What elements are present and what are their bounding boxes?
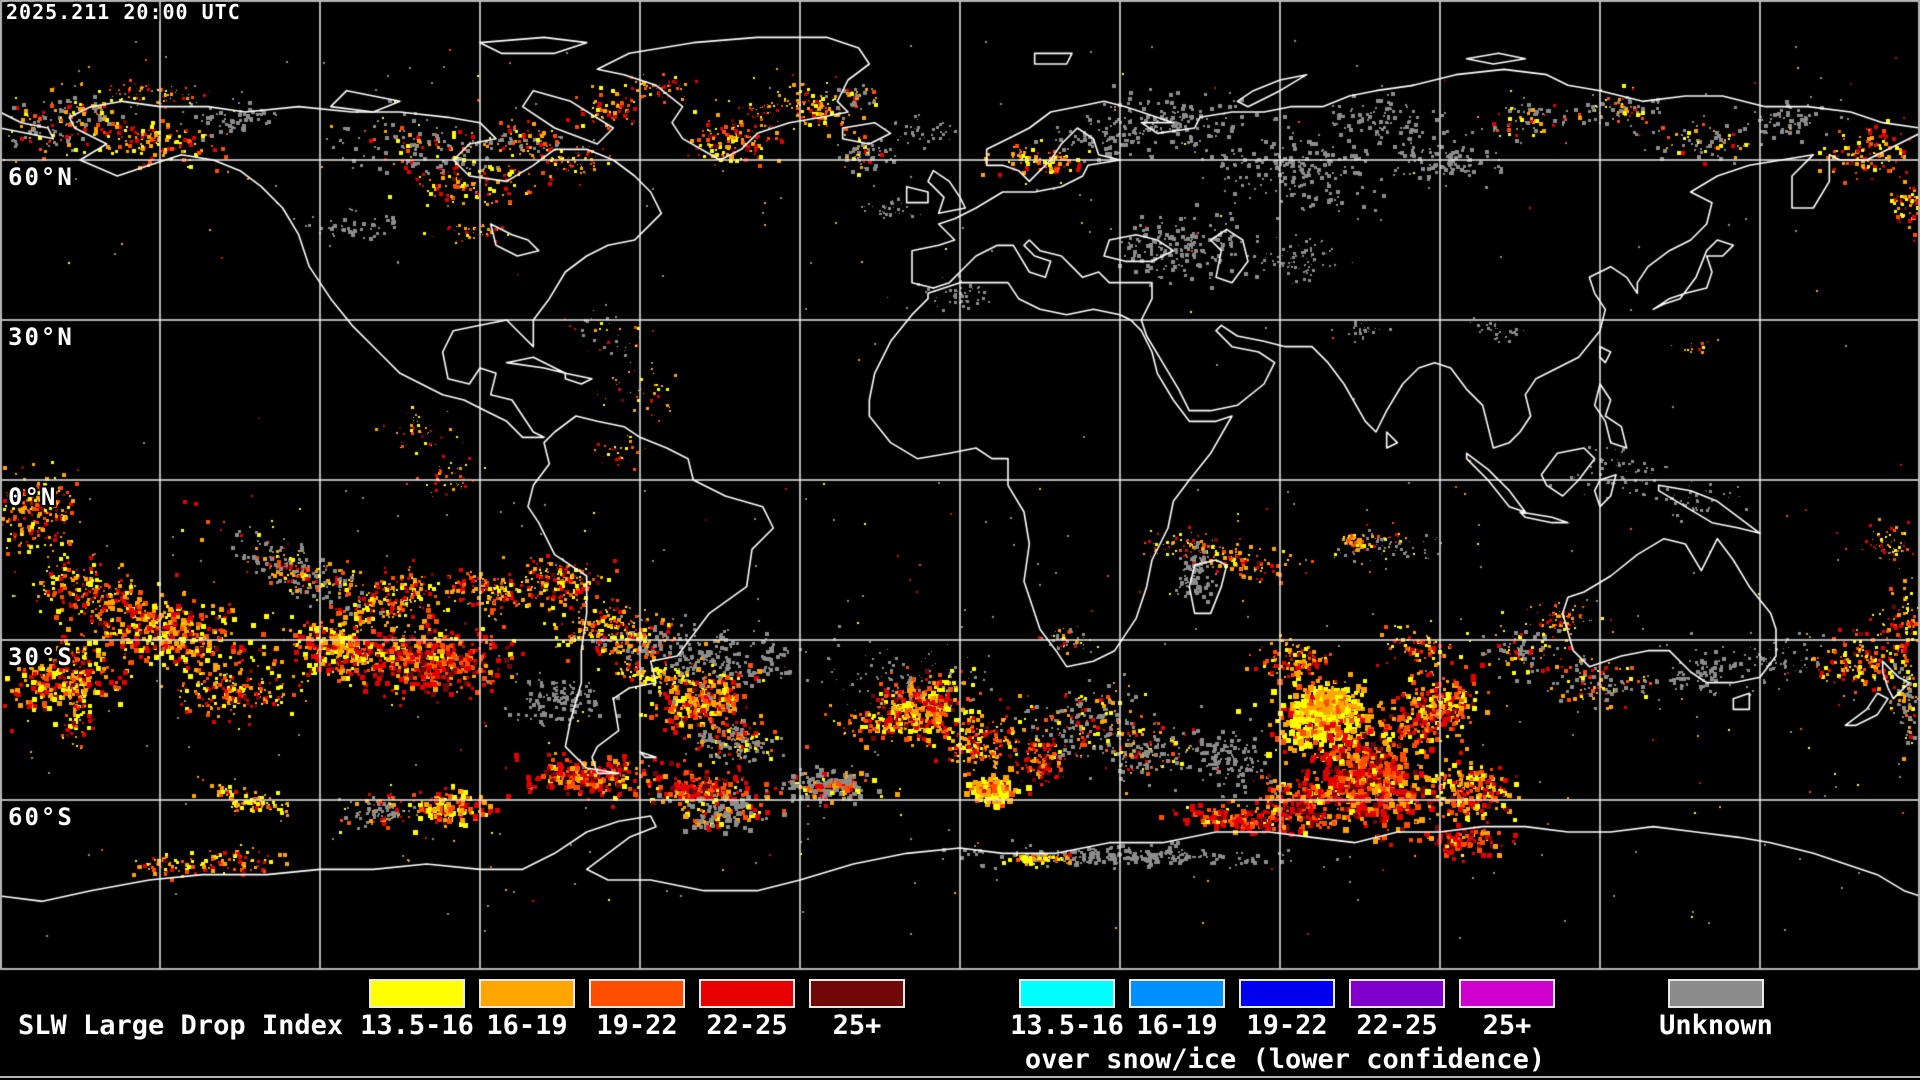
- image-bottom-border: [0, 1076, 1920, 1078]
- legend-snowice-bin-25+-swatch: [1459, 979, 1555, 1008]
- latitude-label: 30°N: [8, 323, 74, 351]
- timestamp: 2025.211 20:00 UTC: [6, 0, 241, 24]
- legend-snowice-bin-19-22-swatch: [1239, 979, 1335, 1008]
- legend-standard-bin-22-25-swatch: [699, 979, 795, 1008]
- latitude-label: 30°S: [8, 643, 74, 671]
- legend-standard-bin-19-22-label: 19-22: [596, 1010, 678, 1041]
- latitude-label: 60°N: [8, 163, 74, 191]
- legend-standard-bin-25+-label: 25+: [832, 1010, 882, 1041]
- legend-snow-ice-note: over snow/ice (lower confidence): [1024, 1044, 1546, 1075]
- legend-snowice-bin-16-19-label: 16-19: [1136, 1010, 1218, 1041]
- legend-snowice-bin-16-19-swatch: [1129, 979, 1225, 1008]
- latitude-label: 60°S: [8, 803, 74, 831]
- legend-standard-bin-13.5-16-label: 13.5-16: [360, 1010, 474, 1041]
- legend-unknown-label: Unknown: [1659, 1010, 1773, 1041]
- legend-standard-bin-16-19-swatch: [479, 979, 575, 1008]
- legend-snowice-bin-13.5-16-swatch: [1019, 979, 1115, 1008]
- legend-standard-bin-19-22-swatch: [589, 979, 685, 1008]
- legend-standard-bin-22-25-label: 22-25: [706, 1010, 788, 1041]
- legend-snowice-bin-13.5-16-label: 13.5-16: [1010, 1010, 1124, 1041]
- legend-unknown-swatch: [1668, 979, 1764, 1008]
- legend-standard-bin-16-19-label: 16-19: [486, 1010, 568, 1041]
- legend-snowice-bin-19-22-label: 19-22: [1246, 1010, 1328, 1041]
- legend-snowice-bin-22-25-swatch: [1349, 979, 1445, 1008]
- legend-title: SLW Large Drop Index: [18, 1010, 344, 1041]
- latitude-label: 0°N: [8, 483, 58, 511]
- legend-snowice-bin-22-25-label: 22-25: [1356, 1010, 1438, 1041]
- legend-standard-bin-25+-swatch: [809, 979, 905, 1008]
- legend-standard-bin-13.5-16-swatch: [369, 979, 465, 1008]
- legend-snowice-bin-25+-label: 25+: [1482, 1010, 1532, 1041]
